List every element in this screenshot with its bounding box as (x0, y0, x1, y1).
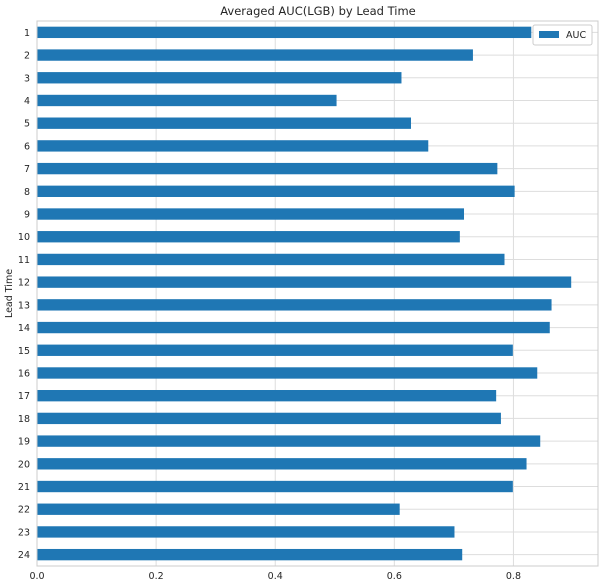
y-tick-label: 7 (24, 164, 30, 175)
y-tick-label: 5 (24, 119, 30, 130)
x-tick-label: 0.2 (149, 571, 164, 582)
legend-swatch (539, 31, 559, 38)
y-tick-label: 9 (24, 210, 30, 221)
y-tick-label: 11 (18, 255, 30, 266)
bar-lead-time-10 (37, 231, 460, 243)
bar-lead-time-20 (37, 458, 527, 470)
y-tick-label: 20 (18, 459, 30, 470)
chart-title: Averaged AUC(LGB) by Lead Time (220, 4, 416, 18)
y-tick-label: 24 (18, 550, 30, 561)
y-tick-label: 3 (24, 73, 30, 84)
bar-lead-time-14 (37, 321, 550, 334)
x-tick-label: 0.4 (268, 571, 283, 582)
bar-lead-time-3 (37, 72, 402, 84)
bar-lead-time-21 (37, 480, 513, 493)
y-axis-label: Lead Time (4, 269, 15, 318)
y-tick-label: 23 (18, 527, 30, 538)
bar-lead-time-5 (37, 117, 411, 129)
bar-lead-time-9 (37, 208, 465, 220)
y-tick-label: 6 (24, 141, 30, 152)
y-tick-label: 2 (24, 51, 30, 62)
bar-lead-time-2 (37, 49, 473, 61)
bar-lead-time-6 (37, 140, 429, 152)
bar-lead-time-15 (37, 344, 513, 356)
legend-label: AUC (566, 30, 586, 41)
y-tick-label: 16 (18, 368, 30, 379)
bar-lead-time-11 (37, 253, 505, 266)
bar-lead-time-16 (37, 367, 538, 379)
bar-lead-time-24 (37, 548, 463, 561)
y-tick-label: 12 (18, 278, 30, 289)
y-tick-label: 22 (18, 505, 30, 516)
bar-lead-time-19 (37, 435, 541, 447)
bar-lead-time-12 (37, 276, 572, 288)
y-tick-label: 21 (18, 482, 30, 493)
x-tick-label: 0.8 (506, 571, 521, 582)
y-tick-label: 17 (18, 391, 30, 402)
legend-box (532, 24, 593, 46)
y-tick-label: 4 (24, 96, 30, 107)
y-tick-label: 1 (24, 28, 30, 39)
x-tick-label: 0.0 (29, 571, 44, 582)
bar-lead-time-13 (37, 299, 552, 311)
y-tick-label: 19 (18, 437, 30, 448)
y-tick-label: 8 (24, 187, 30, 198)
x-tick-label: 0.6 (387, 571, 402, 582)
y-tick-label: 18 (18, 414, 30, 425)
bar-lead-time-4 (37, 94, 337, 107)
bars (37, 26, 572, 561)
bar-lead-time-17 (37, 390, 497, 402)
bar-lead-time-23 (37, 526, 455, 538)
bar-lead-time-1 (37, 26, 532, 39)
plot-frame (36, 20, 599, 567)
bar-lead-time-7 (37, 162, 498, 175)
y-tick-label: 15 (18, 346, 30, 357)
y-tick-label: 14 (18, 323, 30, 334)
bar-lead-time-22 (37, 503, 400, 515)
bar-lead-time-18 (37, 412, 501, 425)
y-tick-label: 13 (18, 300, 30, 311)
legend: AUC (532, 24, 593, 46)
y-tick-label: 10 (18, 232, 30, 243)
x-tick-labels: 0.0 0.2 0.4 0.6 0.8 (29, 571, 521, 582)
bar-lead-time-8 (37, 185, 515, 197)
